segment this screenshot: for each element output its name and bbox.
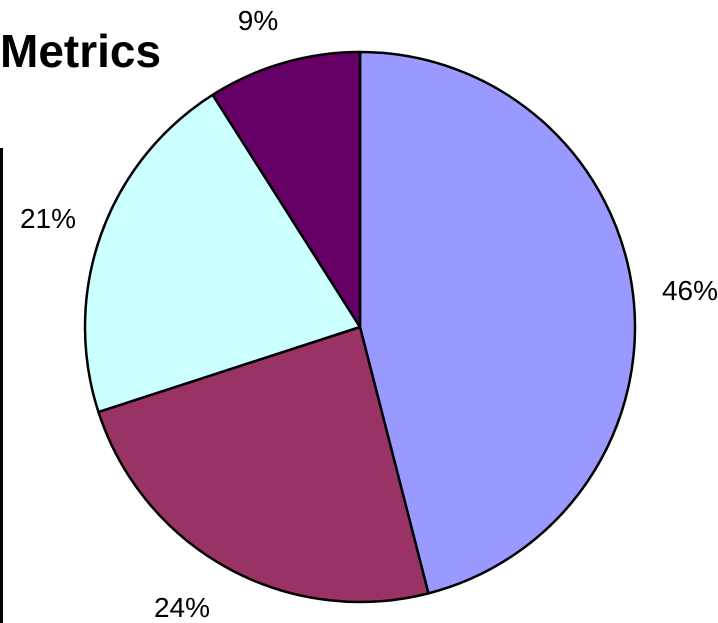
pie-labels: 46% 24% 21% 9% — [20, 5, 718, 623]
pie-slice-1 — [358, 50, 637, 595]
left-border-line — [0, 148, 3, 623]
pie-slice-label-2: 24% — [154, 592, 210, 623]
pie-slice-label-1: 46% — [662, 275, 718, 306]
pie-slice-2 — [97, 325, 430, 604]
pie-slice-label-4: 9% — [238, 5, 278, 36]
chart-title: Metrics — [0, 25, 162, 77]
pie-slice-3 — [83, 93, 362, 414]
pie-slices — [83, 50, 637, 604]
pie-slice-label-3: 21% — [20, 203, 76, 234]
pie-slice-4 — [211, 50, 362, 329]
